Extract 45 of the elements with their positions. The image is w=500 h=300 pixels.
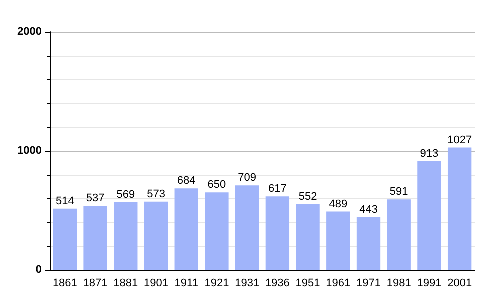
x-tick-label: 2001 — [448, 278, 472, 290]
data-label: 1027 — [448, 134, 472, 146]
x-tick-label: 1936 — [265, 278, 290, 290]
bar — [418, 161, 442, 270]
data-label: 650 — [208, 179, 226, 192]
data-label: 489 — [329, 198, 348, 210]
bar — [266, 196, 290, 270]
bar — [205, 192, 229, 270]
data-label: 443 — [360, 204, 378, 216]
x-tick-label: 1951 — [296, 278, 320, 290]
bar — [84, 206, 108, 270]
x-tick-label: 1961 — [326, 278, 351, 290]
bar — [296, 204, 320, 270]
x-tick-label: 1881 — [114, 278, 138, 290]
data-label: 552 — [298, 190, 318, 203]
bar — [53, 208, 78, 270]
data-label: 617 — [268, 183, 287, 196]
x-tick-label: 1911 — [174, 278, 198, 290]
y-tick-label: 0 — [36, 264, 42, 276]
bar — [174, 188, 198, 270]
bar — [448, 148, 472, 270]
bar — [387, 200, 411, 270]
x-tick-label: 1991 — [417, 278, 442, 290]
x-tick-label: 1921 — [204, 278, 230, 290]
data-label: 573 — [147, 188, 166, 200]
bar — [235, 186, 260, 270]
data-label: 913 — [420, 148, 439, 160]
data-label: 709 — [238, 172, 256, 184]
x-tick-label: 1861 — [52, 278, 78, 290]
data-label: 591 — [390, 186, 408, 198]
bar — [114, 202, 138, 270]
data-label: 569 — [116, 188, 136, 201]
x-tick-label: 1971 — [356, 278, 381, 290]
x-tick-label: 1931 — [235, 278, 260, 290]
data-label: 537 — [86, 192, 105, 205]
bar — [144, 202, 168, 270]
x-tick-label: 1871 — [83, 278, 108, 290]
x-tick-label: 1901 — [144, 278, 168, 290]
bar — [356, 217, 381, 270]
data-label: 514 — [56, 195, 74, 208]
x-tick-label: 1981 — [386, 278, 412, 290]
y-tick-label: 2000 — [18, 26, 42, 38]
bar — [326, 212, 350, 270]
data-label: 684 — [177, 175, 196, 188]
y-tick-label: 1000 — [18, 145, 42, 157]
